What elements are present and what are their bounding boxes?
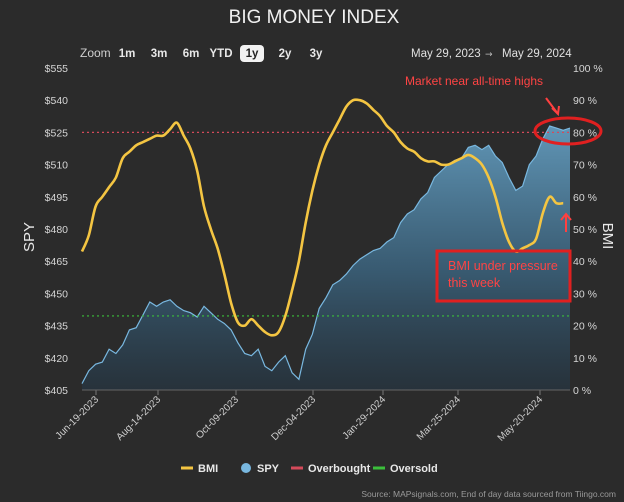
zoom-button-2y[interactable]: 2y xyxy=(279,48,292,60)
right-tick-label: 80 % xyxy=(573,127,597,139)
zoom-button-label: 1y xyxy=(246,48,259,60)
zoom-button-label: 6m xyxy=(183,48,200,60)
zoom-button-6m[interactable]: 6m xyxy=(183,48,200,60)
right-tick-label: 0 % xyxy=(573,385,591,397)
right-tick-label: 60 % xyxy=(573,192,597,204)
chart-title: BIG MONEY INDEX xyxy=(229,7,400,28)
legend-item-overbought[interactable]: Overbought xyxy=(291,463,371,475)
zoom-button-ytd[interactable]: YTD xyxy=(210,48,233,60)
left-tick-label: $495 xyxy=(45,192,69,204)
left-tick-label: $555 xyxy=(45,63,69,75)
legend-item-oversold[interactable]: Oversold xyxy=(373,463,438,475)
plot-area xyxy=(80,98,571,391)
date-range-arrow: → xyxy=(485,50,493,60)
zoom-button-label: 2y xyxy=(279,48,292,60)
zoom-button-label: 3y xyxy=(310,48,323,60)
annotation-bmi-pressure: BMI under pressure this week xyxy=(448,259,558,290)
right-tick-label: 20 % xyxy=(573,321,597,333)
zoom-selected-highlight xyxy=(240,45,264,62)
zoom-button-3m[interactable]: 3m xyxy=(151,48,168,60)
x-tick-label: Jun-19-2023 xyxy=(54,394,102,442)
legend-item-bmi[interactable]: BMI xyxy=(181,463,218,475)
annotation-bmi-pressure-line1: BMI under pressure xyxy=(448,259,558,273)
zoom-button-3y[interactable]: 3y xyxy=(310,48,323,60)
zoom-button-label: 3m xyxy=(151,48,168,60)
left-tick-label: $420 xyxy=(45,353,69,365)
right-tick-label: 90 % xyxy=(573,95,597,107)
x-tick-label: Mar-25-2024 xyxy=(415,394,464,443)
annotation-arrowhead-highs xyxy=(551,105,560,117)
x-tick-label: Dec-04-2023 xyxy=(269,394,318,443)
right-axis-ticks: 0 % 10 % 20 % 30 % 40 % 50 % 60 % 70 % 80 % 90 % 1… xyxy=(573,63,603,397)
left-axis-title: SPY xyxy=(21,222,38,252)
left-tick-label: $510 xyxy=(45,160,69,172)
zoom-button-label: 1m xyxy=(119,48,136,60)
annotation-marks xyxy=(435,97,603,303)
left-tick-label: $465 xyxy=(45,256,69,268)
annotation-arrowhead-bmi xyxy=(560,212,572,221)
legend-swatch xyxy=(241,463,251,473)
left-tick-label: $480 xyxy=(45,224,69,236)
source-note: Source: MAPsignals.com, End of day data … xyxy=(361,489,616,499)
right-tick-label: 10 % xyxy=(573,353,597,365)
zoom-button-1y[interactable]: 1y xyxy=(240,45,264,62)
zoom-button-1m[interactable]: 1m xyxy=(119,48,136,60)
left-tick-label: $435 xyxy=(45,321,69,333)
annotation-ellipse xyxy=(533,116,603,146)
legend-label: BMI xyxy=(198,463,218,475)
bmi-line xyxy=(80,98,564,337)
right-axis-title: BMI xyxy=(599,223,616,250)
right-tick-label: 40 % xyxy=(573,256,597,268)
legend-label: Overbought xyxy=(308,463,371,475)
x-tick-label: Oct-09-2023 xyxy=(194,394,241,441)
left-tick-label: $405 xyxy=(45,385,69,397)
legend-item-spy[interactable]: SPY xyxy=(241,463,280,475)
left-tick-label: $450 xyxy=(45,288,69,300)
zoom-label: Zoom xyxy=(80,46,111,60)
legend-label: Oversold xyxy=(390,463,438,475)
right-tick-label: 50 % xyxy=(573,224,597,236)
x-tick-label: Aug-14-2023 xyxy=(114,394,163,443)
date-range-end[interactable]: May 29, 2024 xyxy=(502,48,572,60)
spy-area xyxy=(82,126,570,390)
annotation-market-highs-text: Market near all-time highs xyxy=(405,74,543,88)
right-tick-label: 70 % xyxy=(573,160,597,172)
annotation-bmi-pressure-line2: this week xyxy=(448,276,501,290)
date-range-start[interactable]: May 29, 2023 xyxy=(411,48,481,60)
right-tick-label: 30 % xyxy=(573,288,597,300)
zoom-buttons: 1m 3m 6m YTD 1y 2y 3y xyxy=(119,45,323,62)
right-tick-label: 100 % xyxy=(573,63,603,75)
annotation-market-highs: Market near all-time highs xyxy=(405,74,543,88)
spy-line xyxy=(81,125,571,384)
left-tick-label: $540 xyxy=(45,95,69,107)
annotation-box xyxy=(435,249,572,303)
x-axis-ticks: Jun-19-2023 Aug-14-2023 Oct-09-2023 Dec-04-… xyxy=(54,390,546,444)
left-tick-label: $525 xyxy=(45,127,69,139)
zoom-button-label: YTD xyxy=(210,48,233,60)
legend-label: SPY xyxy=(257,463,280,475)
x-tick-label: Jan-29-2024 xyxy=(341,394,389,442)
legend: BMI SPY Overbought Oversold xyxy=(181,463,438,475)
x-tick-label: May-20-2024 xyxy=(496,394,546,444)
left-axis-ticks: $405 $420 $435 $450 $465 $480 $495 $510 $525 $540… xyxy=(45,63,69,397)
